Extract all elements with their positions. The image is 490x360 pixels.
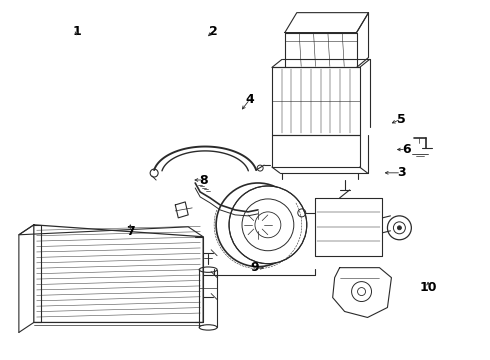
Text: 10: 10: [419, 281, 437, 294]
Text: 9: 9: [250, 261, 259, 274]
Circle shape: [229, 186, 307, 264]
Text: 7: 7: [126, 225, 135, 238]
Text: 6: 6: [402, 143, 411, 156]
Text: 5: 5: [397, 113, 406, 126]
Text: 3: 3: [397, 166, 406, 179]
Circle shape: [252, 219, 264, 231]
Circle shape: [397, 226, 401, 230]
Text: 4: 4: [245, 93, 254, 106]
Text: 1: 1: [72, 25, 81, 38]
Text: 2: 2: [209, 25, 218, 38]
Text: 8: 8: [199, 174, 208, 186]
